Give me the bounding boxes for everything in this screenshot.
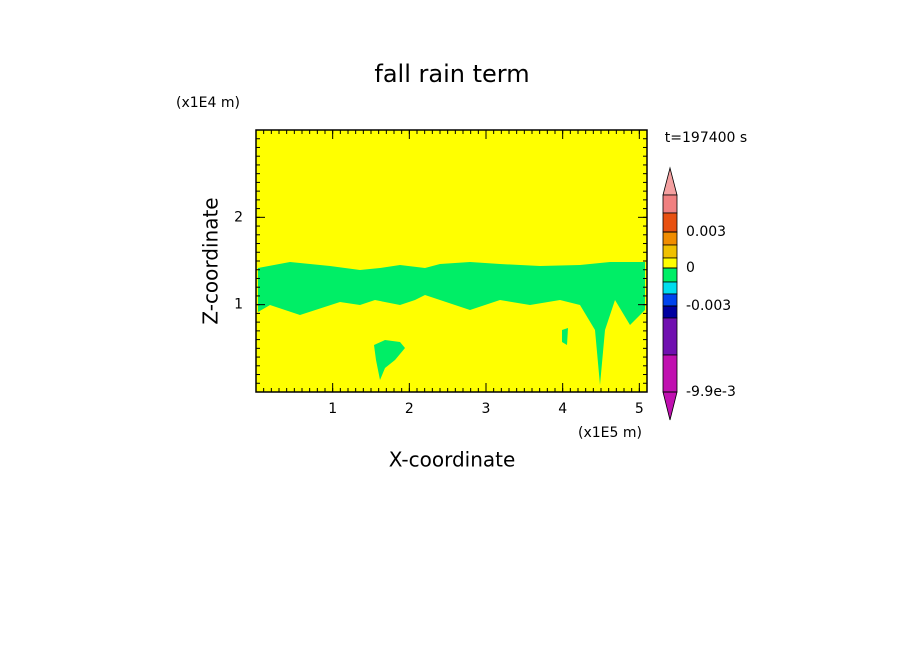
time-label: t=197400 s <box>665 130 747 146</box>
colorbar-segment <box>662 305 678 319</box>
x-tick-label: 1 <box>328 401 337 417</box>
y-unit: (x1E4 m) <box>176 95 240 111</box>
y-tick-label: 2 <box>234 209 243 225</box>
colorbar-segment <box>662 166 678 196</box>
colorbar-segment <box>662 231 678 246</box>
x-tick-label: 3 <box>482 401 491 417</box>
colorbar-tick-label: -0.003 <box>686 298 731 314</box>
colorbar-segment <box>662 317 678 356</box>
x-tick-label: 2 <box>405 401 414 417</box>
y-axis-label: Z-coordinate <box>199 197 223 324</box>
plot-background <box>256 130 647 392</box>
colorbar-segment <box>662 194 678 214</box>
colorbar-segment <box>662 212 678 233</box>
colorbar-segment <box>662 281 678 295</box>
x-tick-label: 4 <box>558 401 567 417</box>
chart-title: fall rain term <box>374 60 529 88</box>
colorbar-segment <box>662 391 678 421</box>
colorbar-segment <box>662 244 678 259</box>
rain-field <box>258 262 645 385</box>
colorbar-segment <box>662 267 678 283</box>
colorbar-segment <box>662 354 678 393</box>
x-unit: (x1E5 m) <box>578 425 642 441</box>
colorbar-tick-label: 0.003 <box>686 224 726 240</box>
x-axis-label: X-coordinate <box>389 448 516 472</box>
y-tick-label: 1 <box>234 297 243 313</box>
colorbar-segment <box>662 257 678 269</box>
colorbar-tick-label: -9.9e-3 <box>686 384 736 400</box>
colorbar-tick-label: 0 <box>686 260 695 276</box>
colorbar-segment <box>662 293 678 307</box>
x-tick-label: 5 <box>635 401 644 417</box>
